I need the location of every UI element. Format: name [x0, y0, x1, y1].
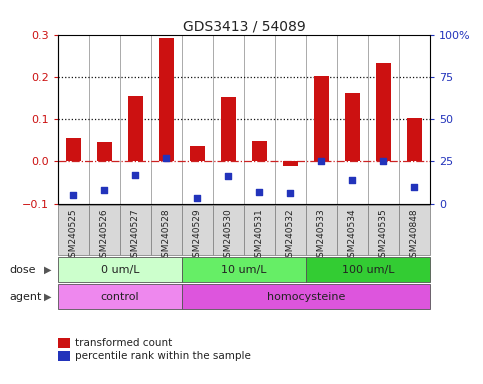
Point: [380, 158, 387, 164]
Point: [317, 158, 325, 164]
Point: [194, 195, 201, 202]
Bar: [407, 118, 422, 161]
Text: GSM240531: GSM240531: [255, 208, 264, 263]
Bar: [376, 63, 391, 161]
Text: GSM240534: GSM240534: [348, 208, 357, 263]
Bar: [58, 351, 70, 361]
Bar: [221, 97, 236, 161]
Text: transformed count: transformed count: [75, 338, 172, 348]
Bar: [306, 257, 430, 282]
Bar: [58, 205, 89, 255]
Text: control: control: [100, 291, 139, 302]
Bar: [306, 205, 337, 255]
Bar: [190, 147, 205, 161]
Bar: [182, 205, 213, 255]
Text: GSM240533: GSM240533: [317, 208, 326, 263]
Point: [256, 189, 263, 195]
Text: dose: dose: [10, 265, 36, 275]
Bar: [159, 38, 174, 161]
Text: GSM240525: GSM240525: [69, 208, 78, 263]
Bar: [252, 141, 267, 161]
Text: GSM240532: GSM240532: [286, 208, 295, 263]
Bar: [244, 205, 275, 255]
Text: GSM240526: GSM240526: [100, 208, 109, 263]
Text: 10 um/L: 10 um/L: [221, 265, 267, 275]
Point: [286, 190, 294, 197]
Bar: [58, 284, 182, 309]
Text: 100 um/L: 100 um/L: [341, 265, 394, 275]
Bar: [213, 205, 244, 255]
Bar: [58, 257, 182, 282]
Point: [349, 177, 356, 183]
Point: [411, 184, 418, 190]
Point: [163, 155, 170, 161]
Bar: [120, 205, 151, 255]
Bar: [337, 205, 368, 255]
Point: [70, 192, 77, 198]
Bar: [89, 205, 120, 255]
Text: agent: agent: [10, 291, 42, 302]
Bar: [283, 161, 298, 166]
Bar: [182, 284, 430, 309]
Text: GSM240535: GSM240535: [379, 208, 388, 263]
Text: GSM240529: GSM240529: [193, 208, 202, 263]
Text: ▶: ▶: [43, 265, 51, 275]
Bar: [368, 205, 399, 255]
Bar: [97, 142, 112, 161]
Bar: [313, 76, 329, 161]
Text: 0 um/L: 0 um/L: [100, 265, 139, 275]
Bar: [128, 96, 143, 161]
Text: GSM240530: GSM240530: [224, 208, 233, 263]
Text: ▶: ▶: [43, 291, 51, 302]
Text: homocysteine: homocysteine: [267, 291, 345, 302]
Bar: [182, 257, 306, 282]
Point: [100, 187, 108, 193]
Text: GSM240848: GSM240848: [410, 208, 419, 263]
Point: [225, 174, 232, 180]
Bar: [399, 205, 430, 255]
Text: GSM240528: GSM240528: [162, 208, 171, 263]
Text: percentile rank within the sample: percentile rank within the sample: [75, 351, 251, 361]
Bar: [66, 138, 81, 161]
Title: GDS3413 / 54089: GDS3413 / 54089: [183, 20, 305, 33]
Bar: [58, 338, 70, 348]
Point: [131, 172, 139, 178]
Bar: [275, 205, 306, 255]
Bar: [151, 205, 182, 255]
Text: GSM240527: GSM240527: [131, 208, 140, 263]
Bar: [345, 93, 360, 161]
